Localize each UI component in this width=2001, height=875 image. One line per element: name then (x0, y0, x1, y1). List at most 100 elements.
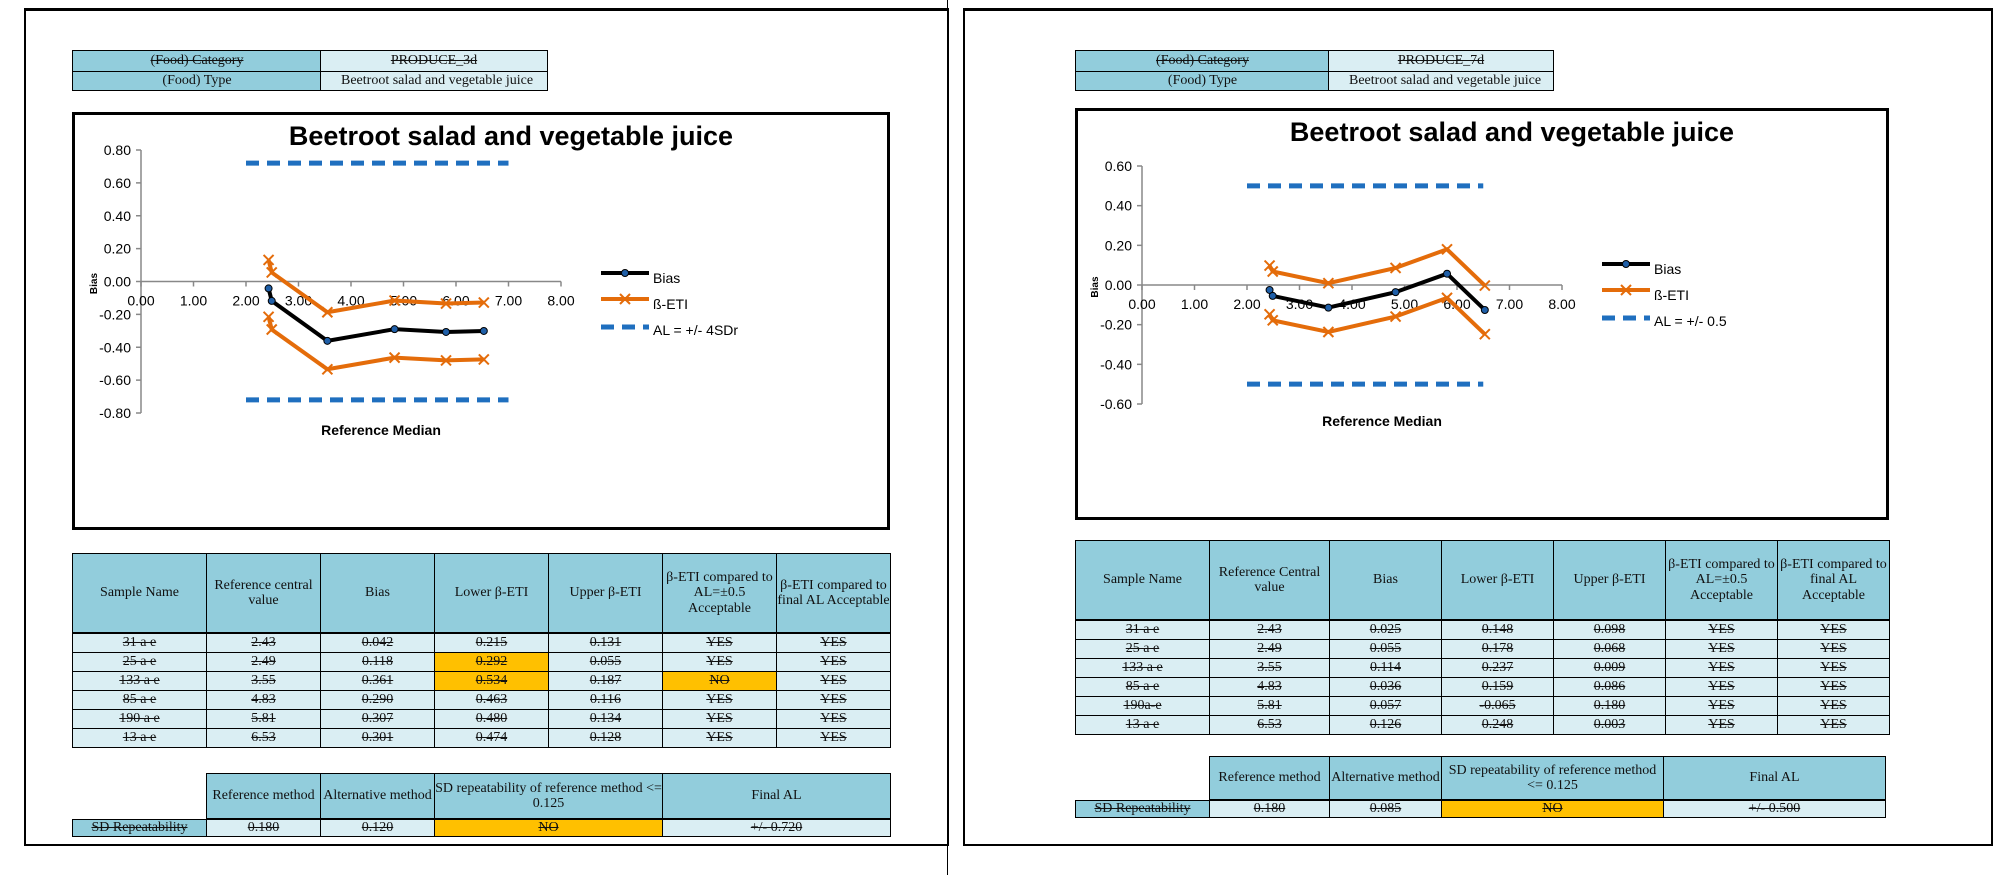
table-cell: 5.81 (206, 709, 321, 729)
bias-point (267, 296, 276, 305)
bias-point (323, 336, 332, 345)
x-tick-label: 2.00 (1233, 296, 1260, 312)
x-tick-label: 4.00 (337, 293, 364, 309)
table-cell: 0.057 (1329, 696, 1442, 716)
rep-cell: 0.180 (206, 819, 321, 837)
category-label: (Food) Category (1075, 50, 1330, 72)
table-cell: 25 a e (72, 652, 207, 672)
table-cell: YES (1777, 658, 1890, 678)
table-cell: YES (1665, 658, 1778, 678)
bias-point (1480, 305, 1489, 314)
table-cell: 0.128 (548, 728, 663, 748)
table-cell: 6.53 (1209, 715, 1330, 735)
eti-point (388, 294, 401, 307)
table-cell: 3.55 (1209, 658, 1330, 678)
rep-cell: 0.180 (1209, 800, 1330, 818)
table-cell: 2.43 (1209, 620, 1330, 640)
table-header-3: Lower β-ETI (1441, 540, 1554, 620)
eti-point (1479, 328, 1491, 340)
eti-point (1322, 326, 1335, 338)
table-header-4: Upper β-ETI (1553, 540, 1666, 620)
type-value: Beetroot salad and vegetable juice (1328, 71, 1554, 91)
y-tick-label: -0.60 (99, 372, 131, 388)
legend-label: AL = +/- 4SDr (653, 322, 738, 338)
table-cell: 6.53 (206, 728, 321, 748)
table-cell: 0.025 (1329, 620, 1442, 640)
legend-bias (601, 269, 649, 277)
y-tick-label: -0.40 (1100, 356, 1132, 372)
type-value: Beetroot salad and vegetable juice (320, 71, 548, 91)
table-cell: 0.068 (1553, 639, 1666, 659)
eti-point (262, 311, 275, 323)
eti-point (478, 296, 490, 309)
bias-chart-svg: Beetroot salad and vegetable juice 0.80 0.… (89, 121, 738, 438)
table-cell: 0.474 (434, 728, 549, 748)
eti-point (262, 254, 275, 266)
table-cell: YES (776, 652, 891, 672)
legend-eti (601, 293, 649, 305)
legend-label: AL = +/- 0.5 (1654, 313, 1727, 329)
eti-point (1322, 277, 1335, 289)
bias-point (1268, 291, 1277, 300)
chart-title: Beetroot salad and vegetable juice (289, 121, 733, 151)
eti-point (1389, 262, 1402, 274)
category-value: PRODUCE_7d (1328, 50, 1554, 72)
bias-chart: Beetroot salad and vegetable juice 0.80 0.… (72, 112, 890, 530)
y-tick-label: 0.60 (1105, 158, 1132, 174)
table-cell: 31 a e (1075, 620, 1210, 640)
bias-point (479, 326, 488, 335)
table-header-6: β-ETI compared to final AL Acceptable (776, 553, 891, 633)
x-tick-label: 6.00 (442, 293, 469, 309)
table-cell: 0.292 (434, 652, 549, 672)
table-header-5: β-ETI compared to AL=±0.5 Acceptable (662, 553, 777, 633)
table-cell: 13 a e (1075, 715, 1210, 735)
table-cell: 0.180 (1553, 696, 1666, 716)
rep-row-label: SD Repeatability (1075, 800, 1210, 818)
table-cell: 0.055 (548, 652, 663, 672)
bias-point (390, 325, 399, 334)
legend-eti (1602, 284, 1650, 296)
table-cell: YES (1665, 639, 1778, 659)
table-cell: 2.49 (1209, 639, 1330, 659)
table-cell: YES (662, 652, 777, 672)
table-cell: 0.361 (320, 671, 435, 691)
eti-point (1441, 292, 1453, 304)
table-cell: 0.248 (1441, 715, 1554, 735)
table-cell: 4.83 (206, 690, 321, 710)
table-cell: 0.534 (434, 671, 549, 691)
table-cell: 3.55 (206, 671, 321, 691)
y-tick-label: -0.20 (99, 306, 131, 322)
table-cell: 0.134 (548, 709, 663, 729)
table-cell: 2.49 (206, 652, 321, 672)
bias-point (1324, 303, 1333, 312)
table-cell: 133 a e (72, 671, 207, 691)
rep-cell: 0.120 (320, 819, 435, 837)
table-cell: 133 a e (1075, 658, 1210, 678)
type-label: (Food) Type (1075, 71, 1330, 91)
x-axis-label: Reference Median (1322, 413, 1442, 429)
y-tick-label: 0.20 (1105, 237, 1132, 253)
table-cell: 0.131 (548, 633, 663, 653)
table-cell: YES (662, 728, 777, 748)
eti-point (321, 363, 334, 375)
table-cell: 25 a e (1075, 639, 1210, 659)
page-frame-left (24, 8, 949, 846)
x-tick-label: 8.00 (547, 293, 574, 309)
table-header-0: Sample Name (1075, 540, 1210, 620)
bias-chart-svg: Beetroot salad and vegetable juice 0.60 0.… (1090, 117, 1734, 429)
table-header-5: β-ETI compared to AL=±0.5 Acceptable (1665, 540, 1778, 620)
table-cell: YES (1777, 696, 1890, 716)
eti-point (478, 353, 490, 366)
rep-cell: NO (1441, 800, 1664, 818)
table-cell: YES (1665, 677, 1778, 697)
table-cell: 0.480 (434, 709, 549, 729)
table-cell: 0.042 (320, 633, 435, 653)
table-cell: 0.290 (320, 690, 435, 710)
table-cell: YES (776, 690, 891, 710)
eti-point (1389, 310, 1402, 323)
x-tick-label: 8.00 (1548, 296, 1575, 312)
table-cell: 0.187 (548, 671, 663, 691)
table-header-0: Sample Name (72, 553, 207, 633)
type-label: (Food) Type (72, 71, 322, 91)
table-cell: 0.307 (320, 709, 435, 729)
